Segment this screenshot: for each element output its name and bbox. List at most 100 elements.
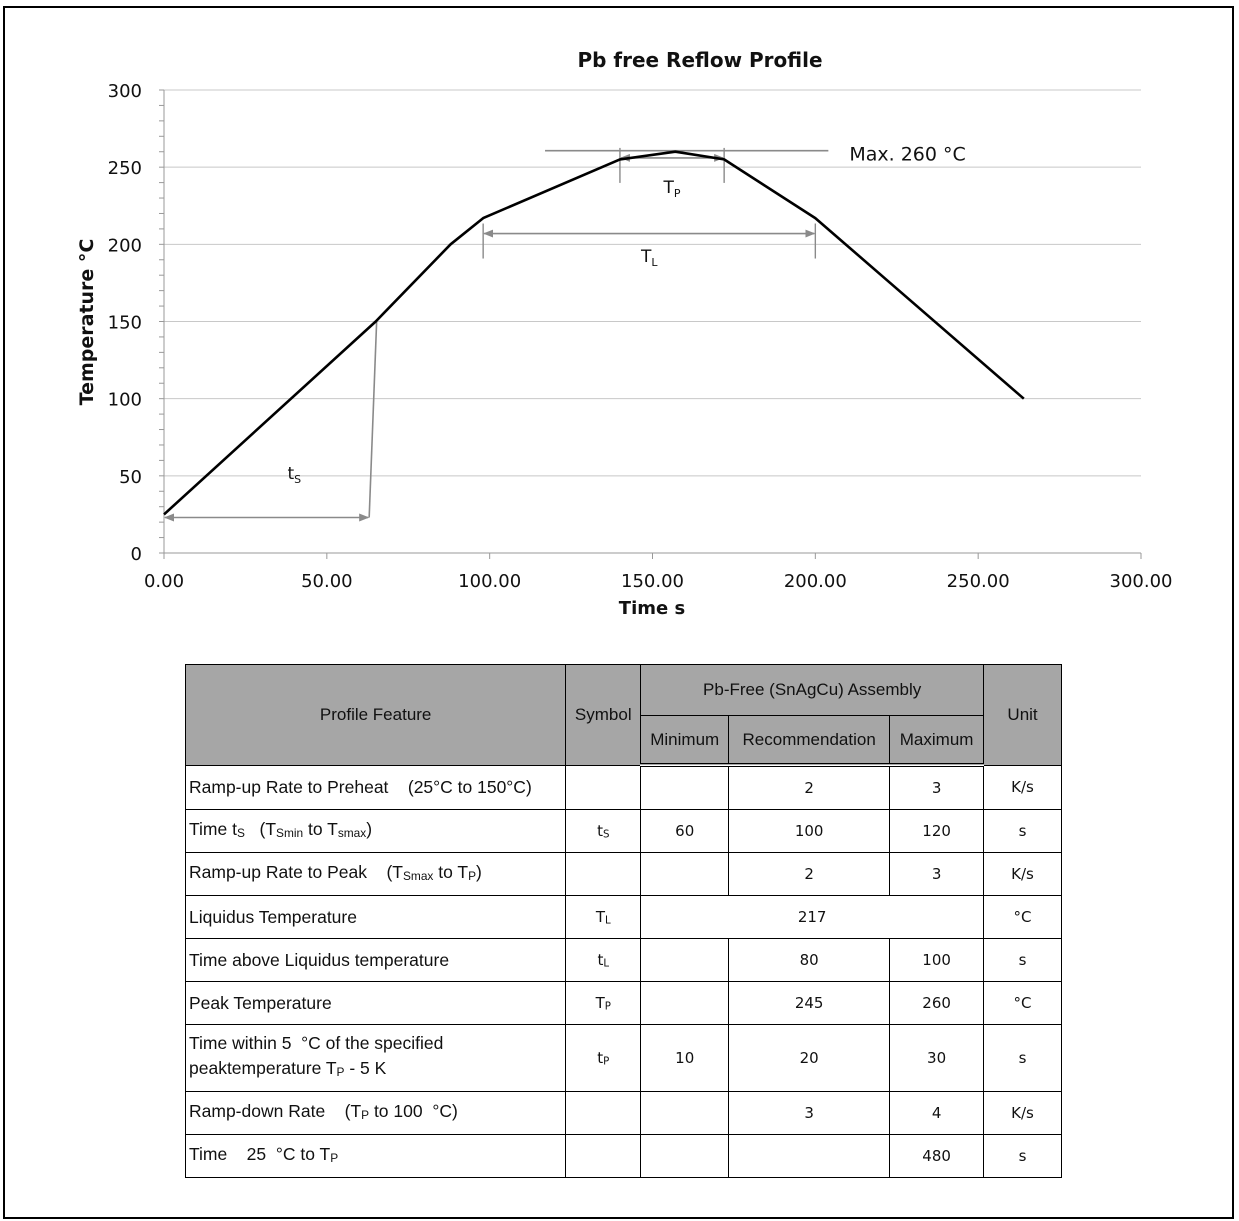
reflow-profile-line bbox=[163, 150, 1025, 516]
table-row: Time 25 °C to TP 480 s bbox=[184, 1134, 1062, 1178]
x-tick-label: 100.00 bbox=[458, 571, 521, 592]
min-cell bbox=[640, 764, 730, 810]
tl-label: TL bbox=[640, 247, 658, 269]
min-cell bbox=[640, 938, 730, 982]
unit-cell: °C bbox=[983, 981, 1062, 1025]
axes bbox=[159, 89, 1142, 559]
symbol-cell: TP bbox=[565, 981, 642, 1025]
y-tick-label: 300 bbox=[108, 81, 142, 102]
min-cell bbox=[640, 1134, 730, 1178]
table-row: Time tS (TSmin to Tsmax) tS 60 100 120 s bbox=[184, 809, 1062, 853]
min-cell bbox=[640, 981, 730, 1025]
merged-value-cell: 217 bbox=[640, 895, 985, 939]
table-row: Peak Temperature TP 245 260 °C bbox=[184, 981, 1062, 1025]
x-tick-label: 150.00 bbox=[621, 571, 684, 592]
feature-cell: Ramp-down Rate (TP to 100 °C) bbox=[184, 1091, 567, 1135]
header-recommendation: Recommendation bbox=[728, 715, 891, 767]
table-row: Time within 5 °C of the specified peaktem… bbox=[184, 1024, 1062, 1092]
unit-cell: K/s bbox=[983, 764, 1062, 810]
unit-cell: °C bbox=[983, 895, 1062, 939]
table-subheader-row: Minimum Recommendation Maximum bbox=[186, 715, 1062, 767]
max-temp-label: Max. 260 °C bbox=[849, 144, 965, 166]
x-tick-labels: 0.00 50.00 100.00 150.00 200.00 250.00 300.00 bbox=[144, 571, 1173, 592]
y-axis-label: Temperature °C bbox=[76, 239, 98, 406]
max-cell: 3 bbox=[889, 852, 985, 896]
header-symbol: Symbol bbox=[565, 664, 642, 766]
unit-cell: K/s bbox=[983, 852, 1062, 896]
header-minimum: Minimum bbox=[640, 715, 730, 767]
symbol-cell: tP bbox=[565, 1024, 642, 1092]
max-cell: 120 bbox=[889, 809, 985, 853]
unit-cell: s bbox=[983, 938, 1062, 982]
rec-cell: 2 bbox=[728, 764, 891, 810]
max-cell: 480 bbox=[889, 1134, 985, 1178]
reflow-profile-chart: Pb free Reflow Profile 0 50 100 150 200 250 30… bbox=[76, 48, 1173, 619]
min-cell bbox=[640, 1091, 730, 1135]
x-tick-label: 300.00 bbox=[1110, 571, 1173, 592]
ts-label: tS bbox=[287, 464, 301, 486]
y-tick-label: 150 bbox=[108, 313, 142, 334]
symbol-cell bbox=[565, 1091, 642, 1135]
x-tick-label: 50.00 bbox=[301, 571, 353, 592]
ts-label-sub: S bbox=[294, 473, 301, 486]
feature-cell: Ramp-up Rate to Preheat (25°C to 150°C) bbox=[184, 764, 567, 810]
rec-cell: 245 bbox=[728, 981, 891, 1025]
annotations: Max. 260 °C TP TL tS bbox=[164, 144, 966, 522]
header-unit: Unit bbox=[983, 664, 1062, 766]
max-cell: 3 bbox=[889, 764, 985, 810]
chart-title: Pb free Reflow Profile bbox=[577, 48, 822, 72]
min-cell: 10 bbox=[640, 1024, 730, 1092]
symbol-cell: tL bbox=[565, 938, 642, 982]
table-row: Ramp-down Rate (TP to 100 °C) 3 4 K/s bbox=[184, 1091, 1062, 1135]
unit-cell: s bbox=[983, 1024, 1062, 1092]
unit-cell: s bbox=[983, 1134, 1062, 1178]
series-group bbox=[163, 150, 1025, 516]
feature-cell: Liquidus Temperature bbox=[184, 895, 567, 939]
rec-cell: 20 bbox=[728, 1024, 891, 1092]
rec-cell: 2 bbox=[728, 852, 891, 896]
rec-cell: 3 bbox=[728, 1091, 891, 1135]
feature-cell: Time above Liquidus temperature bbox=[184, 938, 567, 982]
symbol-cell bbox=[565, 764, 642, 810]
symbol-cell: TL bbox=[565, 895, 642, 939]
symbol-cell bbox=[565, 852, 642, 896]
reflow-spec-table: Profile Feature Symbol Pb-Free (SnAgCu) … bbox=[184, 664, 1062, 1178]
y-tick-label: 200 bbox=[108, 235, 142, 256]
table-row: Ramp-up Rate to Preheat (25°C to 150°C) … bbox=[184, 764, 1062, 810]
table-header-row: Profile Feature Symbol Pb-Free (SnAgCu) … bbox=[184, 664, 1062, 766]
feature-cell: Time within 5 °C of the specified peaktem… bbox=[184, 1024, 567, 1092]
table-row: Time above Liquidus temperature tL 80 10… bbox=[184, 938, 1062, 982]
unit-cell: K/s bbox=[983, 1091, 1062, 1135]
table-row: Ramp-up Rate to Peak (TSmax to TP) 2 3 K… bbox=[184, 852, 1062, 896]
max-cell: 30 bbox=[889, 1024, 985, 1092]
rec-cell bbox=[728, 1134, 891, 1178]
page-frame bbox=[3, 6, 1234, 1219]
y-tick-label: 0 bbox=[131, 544, 142, 565]
x-tick-label: 0.00 bbox=[144, 571, 184, 592]
symbol-cell: tS bbox=[565, 809, 642, 853]
header-assembly-group: Pb-Free (SnAgCu) Assembly bbox=[640, 664, 985, 716]
rec-cell: 100 bbox=[728, 809, 891, 853]
min-cell bbox=[640, 852, 730, 896]
max-cell: 100 bbox=[889, 938, 985, 982]
grid-lines bbox=[164, 89, 1141, 477]
tl-label-sub: L bbox=[651, 256, 658, 269]
unit-cell: s bbox=[983, 809, 1062, 853]
tp-label-sub: P bbox=[674, 187, 681, 200]
ts-vertical-line bbox=[368, 320, 378, 518]
x-tick-label: 250.00 bbox=[947, 571, 1010, 592]
y-tick-labels: 0 50 100 150 200 250 300 bbox=[108, 81, 142, 565]
feature-cell: Time tS (TSmin to Tsmax) bbox=[184, 809, 567, 853]
x-tick-label: 200.00 bbox=[784, 571, 847, 592]
header-maximum: Maximum bbox=[889, 715, 985, 767]
rec-cell: 80 bbox=[728, 938, 891, 982]
y-tick-label: 100 bbox=[108, 390, 142, 411]
feature-cell: Ramp-up Rate to Peak (TSmax to TP) bbox=[184, 852, 567, 896]
feature-cell: Time 25 °C to TP bbox=[184, 1134, 567, 1178]
y-tick-label: 250 bbox=[108, 158, 142, 179]
symbol-cell bbox=[565, 1134, 642, 1178]
feature-cell: Peak Temperature bbox=[184, 981, 567, 1025]
x-axis-label: Time s bbox=[619, 598, 685, 619]
max-cell: 4 bbox=[889, 1091, 985, 1135]
max-cell: 260 bbox=[889, 981, 985, 1025]
